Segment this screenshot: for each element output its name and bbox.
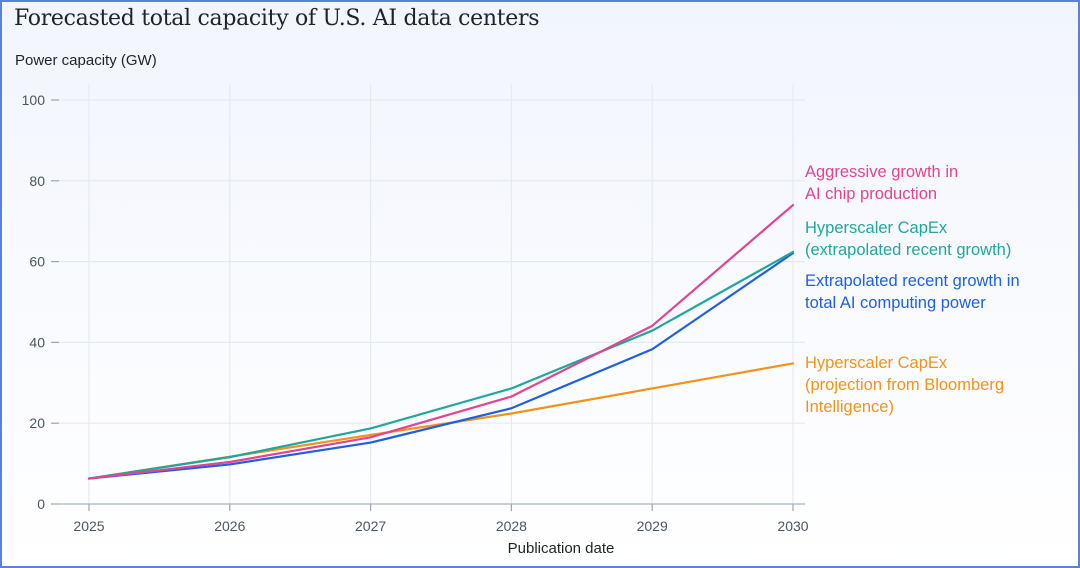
series-line xyxy=(87,250,795,480)
series-line xyxy=(87,252,795,480)
series-label: Aggressive growth in AI chip production xyxy=(805,163,959,203)
x-tick-label: 2026 xyxy=(214,518,245,534)
series-line xyxy=(87,203,795,480)
y-tick-label: 20 xyxy=(29,415,45,431)
x-axis-label: Publication date xyxy=(508,540,615,557)
y-axis-label: Power capacity (GW) xyxy=(15,52,157,69)
y-tick-label: 60 xyxy=(29,254,45,270)
x-tick-label: 2025 xyxy=(73,518,104,534)
y-tick-label: 40 xyxy=(29,334,45,350)
chart-title: Forecasted total capacity of U.S. AI dat… xyxy=(14,6,540,31)
x-tick-label: 2029 xyxy=(637,518,668,534)
series-label: Extrapolated recent growth in total AI c… xyxy=(805,272,1020,312)
y-tick-label: 0 xyxy=(37,496,45,512)
y-tick-label: 80 xyxy=(29,173,45,189)
grid xyxy=(59,84,805,504)
series-label: Hyperscaler CapEx (projection from Bloom… xyxy=(805,354,1004,416)
x-tick-label: 2027 xyxy=(355,518,386,534)
x-tick-label: 2030 xyxy=(777,518,808,534)
axes: 2025 2026 2027 2028 2029 2030 0 20 40 60 80 100 xyxy=(22,92,809,534)
series-lines xyxy=(87,203,795,480)
y-tick-label: 100 xyxy=(22,92,46,108)
series-line xyxy=(87,362,795,480)
series-label: Hyperscaler CapEx (extrapolated recent g… xyxy=(805,219,1012,259)
x-tick-label: 2028 xyxy=(496,518,527,534)
